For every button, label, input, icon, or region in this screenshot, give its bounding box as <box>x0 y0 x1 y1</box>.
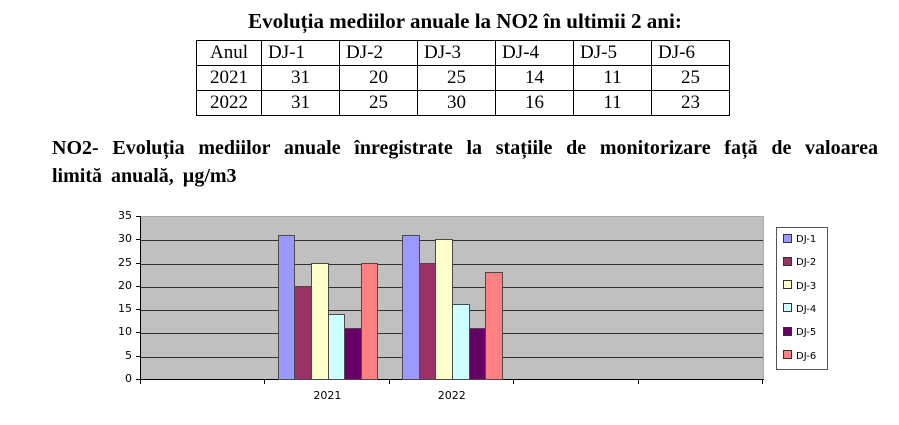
legend-label: DJ-1 <box>796 234 817 245</box>
table-cell: 25 <box>339 90 418 116</box>
legend-item: DJ-5 <box>783 326 816 340</box>
y-tick <box>136 216 140 217</box>
header-cell: DJ-6 <box>651 40 730 66</box>
bar-dj-6-2022 <box>485 271 503 380</box>
table-cell: 11 <box>573 65 652 91</box>
y-tick <box>136 379 140 380</box>
legend-item: DJ-1 <box>783 233 816 247</box>
y-tick-label: 0 <box>125 372 132 385</box>
bar-dj-5-2022 <box>468 327 487 380</box>
y-axis <box>140 216 141 380</box>
y-tick-label: 35 <box>118 209 132 222</box>
x-tick-label: 2021 <box>313 389 342 402</box>
table-cell: 23 <box>651 90 730 116</box>
table-cell: 14 <box>495 65 574 91</box>
x-tick <box>388 379 390 384</box>
y-tick-label: 20 <box>118 278 132 292</box>
x-tick <box>140 379 141 384</box>
legend-swatch-icon <box>783 326 792 336</box>
table-title: Evoluția mediilor anuale la NO2 în ultim… <box>248 9 682 33</box>
bar-dj-6-2021 <box>360 262 379 380</box>
legend-item: DJ-2 <box>783 256 816 270</box>
y-tick <box>136 355 140 357</box>
table-cell: 11 <box>573 90 652 116</box>
y-tick-label: 25 <box>118 255 132 269</box>
legend-label: DJ-3 <box>796 280 817 292</box>
y-tick <box>136 332 140 334</box>
table-cell: 2022 <box>196 90 262 116</box>
chart-heading: NO2- Evoluția mediilor anuale înregistra… <box>52 134 878 190</box>
bar-dj-2-2022 <box>418 262 437 380</box>
header-cell: DJ-3 <box>417 40 496 66</box>
x-tick <box>513 379 515 384</box>
x-tick-label: 2022 <box>437 389 466 402</box>
bar-dj-5-2021 <box>344 327 362 380</box>
y-tick <box>136 262 140 264</box>
table-header-row: Anul DJ-1 DJ-2 DJ-3 DJ-4 DJ-5 DJ-6 <box>196 40 730 66</box>
legend-swatch-icon <box>783 303 792 313</box>
table-cell: 20 <box>339 65 418 91</box>
y-tick <box>136 309 140 311</box>
legend-item: DJ-4 <box>783 303 816 317</box>
table-row: 2022 31 25 30 16 11 23 <box>196 90 730 116</box>
table-cell: 25 <box>417 65 496 91</box>
y-tick-label: 15 <box>118 302 132 316</box>
legend-label: DJ-6 <box>796 350 817 362</box>
y-tick <box>136 239 140 241</box>
header-cell: Anul <box>196 40 262 66</box>
legend-swatch-icon <box>783 256 792 266</box>
bar-dj-3-2022 <box>435 239 453 380</box>
legend-label: DJ-5 <box>796 327 817 339</box>
y-tick-label: 5 <box>125 348 132 362</box>
legend-swatch-icon <box>783 280 792 290</box>
table-cell: 31 <box>261 90 340 116</box>
bar-dj-1-2022 <box>402 234 420 380</box>
x-tick <box>264 379 266 384</box>
y-tick <box>136 285 140 287</box>
header-cell: DJ-5 <box>573 40 652 66</box>
chart-heading-lead: NO2 <box>52 137 92 159</box>
bar-dj-1-2021 <box>277 234 296 380</box>
legend-swatch-icon <box>783 350 792 359</box>
table-cell: 25 <box>651 65 730 91</box>
legend-item: DJ-6 <box>783 350 816 364</box>
chart-legend: DJ-1 DJ-2 DJ-3 DJ-4 DJ-5 DJ-6 <box>776 227 828 370</box>
y-tick-label: 10 <box>118 325 132 339</box>
y-tick-label: 30 <box>118 232 132 246</box>
header-cell: DJ-4 <box>495 40 574 66</box>
table-row: 2021 31 20 25 14 11 25 <box>196 65 730 91</box>
table-cell: 16 <box>495 90 574 116</box>
table-cell: 30 <box>417 90 496 116</box>
header-cell: DJ-1 <box>261 40 340 66</box>
x-tick <box>762 379 763 384</box>
x-tick <box>637 379 639 384</box>
legend-label: DJ-4 <box>796 303 817 315</box>
bar-dj-4-2022 <box>452 304 470 380</box>
legend-swatch-icon <box>783 233 792 243</box>
bar-dj-4-2021 <box>327 313 346 380</box>
no2-data-table: Anul DJ-1 DJ-2 DJ-3 DJ-4 DJ-5 DJ-6 2021 … <box>196 40 730 116</box>
chart-heading-text: - Evoluția mediilor anuale înregistrate … <box>52 137 878 187</box>
table-cell: 2021 <box>196 65 262 91</box>
bar-dj-2-2021 <box>294 285 312 380</box>
legend-item: DJ-3 <box>783 280 816 294</box>
bar-dj-3-2021 <box>311 262 329 380</box>
legend-label: DJ-2 <box>796 257 817 269</box>
table-cell: 31 <box>261 65 340 91</box>
header-cell: DJ-2 <box>339 40 418 66</box>
